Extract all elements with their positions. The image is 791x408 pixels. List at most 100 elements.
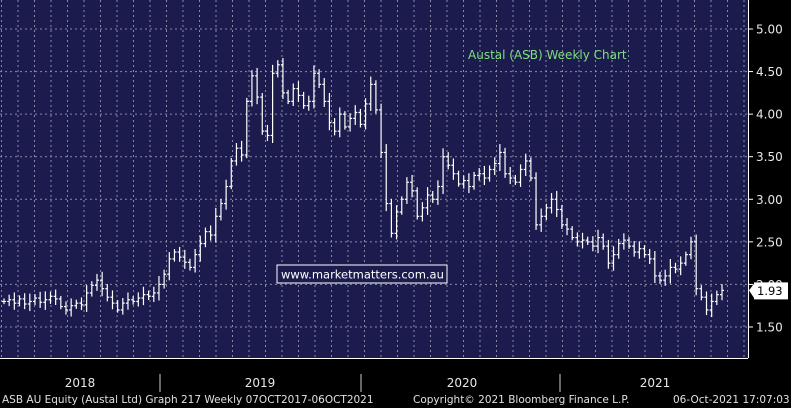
ohlc-bar (27, 293, 32, 312)
ohlc-bar (79, 297, 84, 310)
ohlc-bar (151, 286, 156, 302)
ohlc-bar (275, 60, 280, 78)
ohlc-bar (394, 205, 399, 240)
ohlc-bar (389, 198, 394, 238)
ohlc-bar (384, 144, 389, 212)
ohlc-bar (239, 140, 244, 162)
ohlc-bar (17, 295, 22, 307)
ohlc-bar (43, 291, 48, 310)
ohlc-bar (260, 93, 265, 135)
ohlc-bar (296, 81, 301, 102)
ohlc-bar (100, 271, 105, 297)
y-tick-label: 3.00 (756, 193, 783, 207)
ohlc-bar (22, 293, 27, 310)
ohlc-bar (141, 286, 146, 306)
ohlc-bar (337, 107, 342, 138)
x-tick-label: 2020 (447, 376, 478, 390)
ohlc-bar (699, 285, 704, 301)
ohlc-bar (482, 165, 487, 186)
ohlc-bar (203, 227, 208, 248)
last-price-box (754, 282, 788, 300)
ohlc-bar (694, 234, 699, 296)
ohlc-bar (213, 207, 218, 243)
ohlc-bar (131, 296, 136, 305)
ohlc-bar (208, 225, 213, 241)
ohlc-bar (627, 237, 632, 249)
ohlc-bar (373, 80, 378, 114)
ohlc-bar (632, 240, 637, 257)
last-price-label: 1.93 (757, 284, 783, 298)
ohlc-bar (606, 239, 611, 269)
ohlc-bar (301, 91, 306, 109)
x-axis-band (0, 358, 791, 392)
ohlc-bar (368, 76, 373, 111)
ohlc-bar (156, 276, 161, 301)
ohlc-bar (441, 148, 446, 195)
ohlc-bar (642, 245, 647, 258)
ohlc-bar (446, 152, 451, 170)
ohlc-bar (637, 241, 642, 259)
ohlc-bar (38, 291, 43, 308)
ohlc-bar (497, 144, 502, 172)
ohlc-bar (611, 246, 616, 271)
ohlc-bar (549, 193, 554, 214)
ohlc-bar (105, 284, 110, 302)
ohlc-bar (342, 111, 347, 130)
x-tick-label: 2018 (65, 376, 96, 390)
ohlc-bar (63, 301, 68, 315)
chart-title: Austal (ASB) Weekly Chart (468, 48, 627, 62)
ohlc-bar (224, 179, 229, 210)
ohlc-bar (322, 78, 327, 107)
ohlc-bar (69, 298, 74, 317)
last-price-pointer (749, 282, 755, 300)
ohlc-bar (456, 170, 461, 187)
ohlc-bar (218, 198, 223, 221)
last-price-marker: 1.93 (749, 282, 788, 300)
ohlc-bar (668, 259, 673, 284)
ohlc-bar (146, 290, 151, 301)
ohlc-bar (425, 187, 430, 215)
ohlc-bar (539, 208, 544, 232)
footer-timestamp: 06-Oct-2021 17:07:03 (673, 394, 790, 406)
ohlc-bar (720, 284, 724, 301)
ohlc-bar (508, 166, 513, 185)
y-tick-label: 4.50 (756, 65, 783, 79)
ohlc-bar (503, 147, 508, 178)
ohlc-bar (177, 246, 182, 262)
ohlc-bar (663, 269, 668, 286)
ohlc-bar (317, 69, 322, 89)
ohlc-bar (466, 173, 471, 194)
ohlc-bar (492, 157, 497, 176)
ohlc-bar (410, 174, 415, 198)
y-tick-label: 1.50 (756, 321, 783, 335)
ohlc-bar (658, 271, 663, 284)
ohlc-bar (477, 168, 482, 181)
ohlc-bar (327, 92, 332, 131)
ohlc-bar (291, 83, 296, 107)
ohlc-bar (249, 70, 254, 107)
ohlc-bar (115, 300, 120, 313)
ohlc-bar (125, 292, 130, 310)
ohlc-bar (596, 229, 601, 254)
ohlc-bar (136, 292, 141, 307)
ohlc-bar (435, 180, 440, 205)
y-tick-label: 4.00 (756, 108, 783, 122)
ohlc-bar (255, 67, 260, 105)
ohlc-bar (270, 64, 275, 143)
ohlc-bar (74, 299, 79, 309)
ohlc-bar (420, 202, 425, 222)
ohlc-bar (353, 105, 358, 125)
ohlc-bar (84, 285, 89, 312)
ohlc-bar (286, 89, 291, 105)
ohlc-bar (162, 269, 167, 289)
ohlc-bars (2, 57, 724, 318)
x-tick-label: 2021 (640, 376, 671, 390)
ohlc-bar (332, 118, 337, 136)
ohlc-bar (559, 204, 564, 229)
ohlc-bar (415, 187, 420, 220)
ohlc-bar (348, 113, 353, 132)
watermark-box: www.marketmatters.com.au (276, 264, 448, 284)
ohlc-bar (399, 196, 404, 215)
ohlc-bar (2, 298, 6, 305)
ohlc-bar (89, 281, 94, 297)
